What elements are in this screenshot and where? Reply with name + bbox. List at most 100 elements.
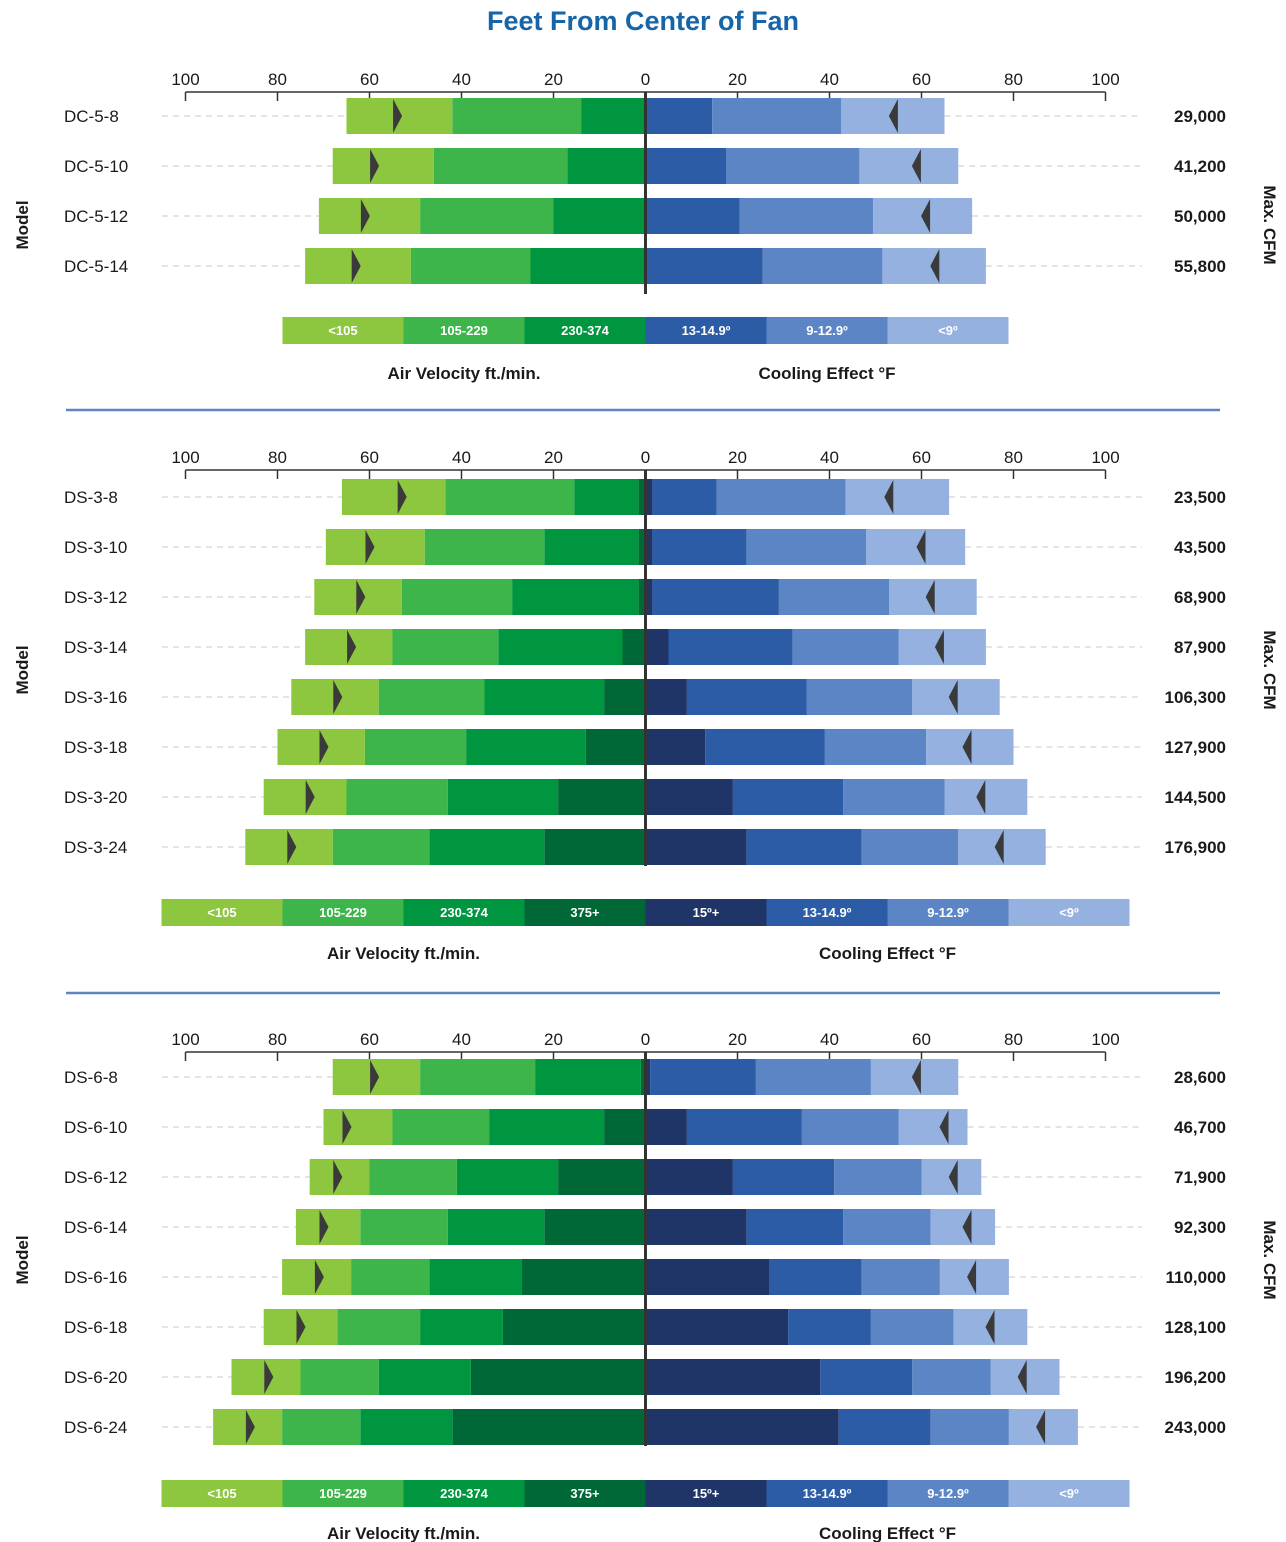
model-label: DS-3-14 (64, 638, 127, 657)
velocity-marker (351, 249, 361, 283)
velocity-bar-segment (452, 98, 582, 134)
velocity-marker (333, 680, 343, 714)
velocity-marker (305, 780, 315, 814)
cooling-marker (1017, 1360, 1027, 1394)
velocity-bar-segment (447, 1209, 545, 1245)
velocity-bar-segment (544, 1209, 646, 1245)
x-tick-label: 100 (171, 448, 199, 467)
model-label: DS-6-12 (64, 1168, 127, 1187)
x-tick-label: 40 (452, 448, 471, 467)
velocity-marker (393, 99, 403, 133)
cooling-bar-segment (898, 1109, 968, 1145)
model-label: DS-6-24 (64, 1418, 127, 1437)
legend-swatch-velocity (524, 317, 646, 344)
velocity-bar-segment (424, 529, 545, 565)
cooling-bar-segment (755, 1059, 871, 1095)
cfm-label: 243,000 (1165, 1418, 1226, 1437)
cooling-bar-segment (870, 1309, 954, 1345)
model-label: DC-5-12 (64, 207, 128, 226)
x-tick-label: 40 (820, 448, 839, 467)
model-label: DC-5-10 (64, 157, 128, 176)
x-tick-label: 20 (544, 1030, 563, 1049)
cooling-bar-segment (834, 1159, 922, 1195)
cfm-label: 92,300 (1174, 1218, 1226, 1237)
velocity-bar-segment (337, 1309, 421, 1345)
cooling-bar-segment (645, 1359, 821, 1395)
cooling-bar-segment (645, 1109, 687, 1145)
cooling-bar-segment (645, 629, 669, 665)
cooling-bar-segment (861, 829, 959, 865)
cfm-label: 41,200 (1174, 157, 1226, 176)
legend-label-velocity: 230-374 (440, 1486, 488, 1501)
velocity-bar-segment (502, 1309, 646, 1345)
cfm-label: 144,500 (1165, 788, 1226, 807)
cooling-bar-segment (769, 1259, 862, 1295)
model-label: DS-3-24 (64, 838, 127, 857)
legend-title-velocity: Air Velocity ft./min. (327, 944, 480, 963)
cfm-label: 50,000 (1174, 207, 1226, 226)
cooling-bar-segment (645, 529, 653, 565)
cooling-bar-segment (762, 248, 883, 284)
cooling-bar-segment (645, 579, 653, 615)
model-label: DC-5-8 (64, 107, 119, 126)
velocity-marker (360, 199, 370, 233)
velocity-bar-segment (346, 779, 448, 815)
velocity-bar-segment (420, 198, 554, 234)
cooling-bar-segment (912, 1359, 991, 1395)
velocity-bar-segment (604, 1109, 646, 1145)
velocity-bar-segment (452, 1409, 646, 1445)
cooling-bar-segment (788, 1309, 871, 1345)
x-tick-label: 0 (641, 1030, 650, 1049)
cfm-label: 68,900 (1174, 588, 1226, 607)
velocity-marker (370, 149, 380, 183)
velocity-bar-segment (447, 779, 559, 815)
model-label: DS-3-8 (64, 488, 118, 507)
legend-swatch-velocity (161, 899, 283, 926)
legend-label-cooling: <9º (938, 323, 958, 338)
cooling-marker (967, 1260, 977, 1294)
model-label: DS-6-8 (64, 1068, 118, 1087)
cooling-bar-segment (820, 1359, 913, 1395)
velocity-bar-segment (604, 679, 646, 715)
x-tick-label: 60 (912, 448, 931, 467)
cfm-label: 71,900 (1174, 1168, 1226, 1187)
cfm-label: 28,600 (1174, 1068, 1226, 1087)
cooling-bar-segment (645, 729, 706, 765)
velocity-bar-segment (332, 829, 430, 865)
velocity-bar-segment (420, 1059, 536, 1095)
legend-swatch-cooling (887, 1480, 1009, 1507)
cooling-marker (939, 1110, 949, 1144)
velocity-bar-segment (622, 629, 646, 665)
cooling-bar-segment (645, 248, 763, 284)
cooling-marker (948, 680, 958, 714)
y-axis-label: Model (13, 645, 32, 694)
legend-swatch-cooling (766, 317, 888, 344)
cooling-bar-segment (866, 529, 966, 565)
velocity-bar-segment (638, 579, 646, 615)
cooling-bar-segment (843, 1209, 931, 1245)
x-tick-label: 40 (820, 1030, 839, 1049)
x-tick-label: 20 (728, 448, 747, 467)
cooling-marker (934, 630, 944, 664)
legend-label-velocity: 230-374 (440, 905, 488, 920)
cooling-bar-segment (705, 729, 825, 765)
cooling-bar-segment (645, 98, 713, 134)
model-label: DS-3-20 (64, 788, 127, 807)
model-label: DC-5-14 (64, 257, 128, 276)
model-label: DS-6-16 (64, 1268, 127, 1287)
cooling-bar-segment (778, 579, 890, 615)
model-label: DS-6-10 (64, 1118, 127, 1137)
velocity-marker (333, 1160, 343, 1194)
velocity-bar-segment (433, 148, 568, 184)
legend-swatch-velocity (282, 1480, 404, 1507)
velocity-bar-segment (484, 679, 605, 715)
velocity-bar-segment (420, 1309, 503, 1345)
y2-axis-label: Max. CFM (1260, 185, 1279, 264)
y2-axis-label: Max. CFM (1260, 630, 1279, 709)
velocity-bar-segment (323, 1109, 393, 1145)
velocity-bar-segment (521, 1259, 646, 1295)
velocity-marker (397, 480, 407, 514)
velocity-bar-segment (567, 148, 646, 184)
legend-swatch-velocity (524, 1480, 646, 1507)
velocity-marker (347, 630, 357, 664)
